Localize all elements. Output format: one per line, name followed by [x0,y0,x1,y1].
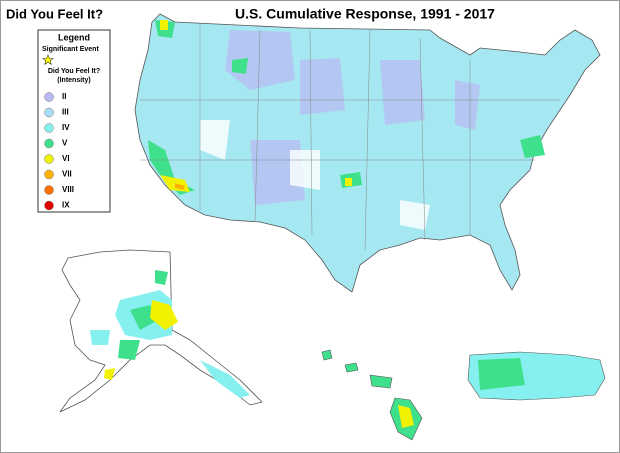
intensity-ii-patches [225,30,480,205]
intensity-v-patches [148,20,545,195]
state-borders [140,25,560,251]
no-data-patches [200,120,430,230]
left-title: Did You Feel It? [6,6,103,21]
legend-swatch [44,138,54,149]
alaska-vi [104,300,178,380]
legend-swatch [44,123,54,133]
intensity-vii-patch [175,183,185,190]
main-title: U.S. Cumulative Response, 1991 - 2017 [235,6,495,22]
intensity-subtitle: (Intensity) [57,77,90,84]
alaska-iv [90,290,250,398]
legend-label: IV [62,123,70,132]
event-label: Significant Event [42,46,99,53]
legend-swatch [44,107,54,118]
legend-swatch [44,92,54,102]
legend-swatch [44,154,54,164]
legend-label: VIII [62,185,74,194]
legend-swatch [44,200,54,211]
legend-label: II [62,92,66,101]
legend-label: VII [62,170,72,179]
legend-swatch [44,169,54,180]
hawaii [321,349,423,441]
alaska-v [118,270,168,360]
legend-swatch [44,185,54,195]
intensity-title: Did You Feel It? [48,68,100,75]
event-star [42,54,54,65]
legend-label: III [62,108,69,117]
legend-label: IX [62,201,70,210]
hawaii-vi [398,405,414,428]
legend-label: V [62,139,68,148]
puerto-rico-v [478,358,525,390]
legend-label: VI [62,154,70,163]
legend-title: Legend [58,32,90,42]
legend-box [37,29,111,213]
